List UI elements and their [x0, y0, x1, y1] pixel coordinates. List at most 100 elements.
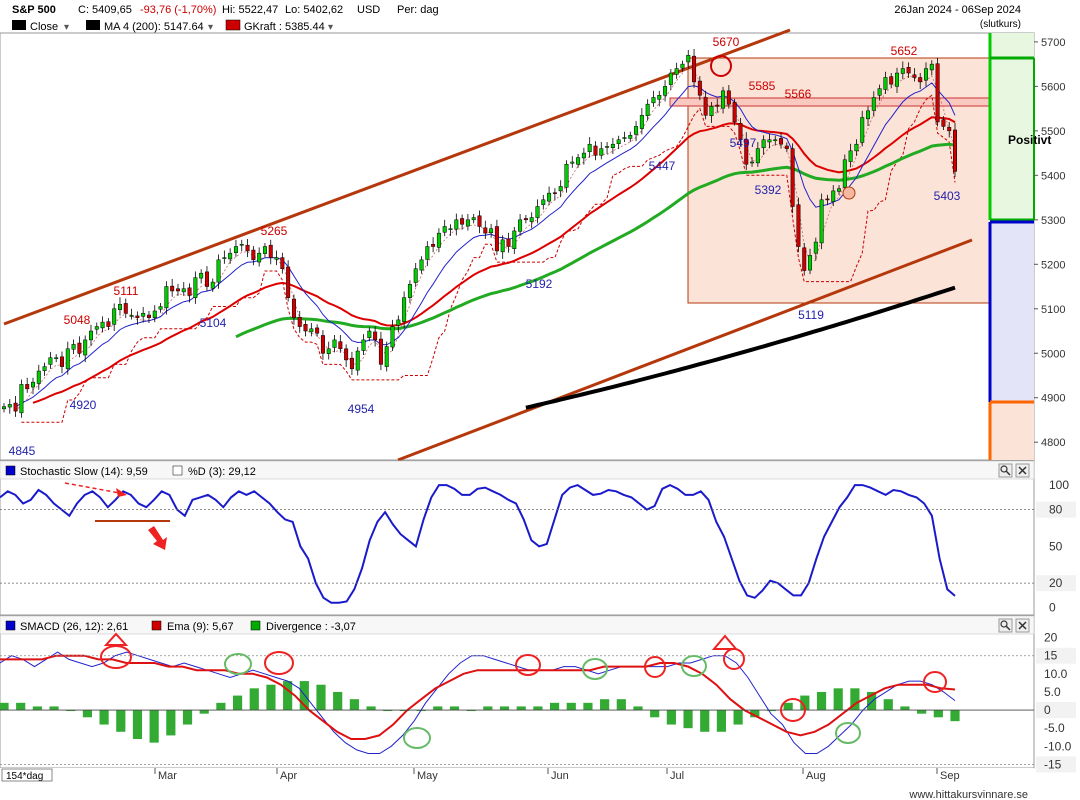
- candle-body: [790, 148, 795, 207]
- candle-body: [448, 228, 453, 230]
- candle-body: [547, 192, 552, 202]
- candle-body: [842, 159, 847, 188]
- candle-body: [320, 335, 325, 354]
- symbol-label: S&P 500: [12, 4, 56, 16]
- x-tick-label: Jul: [670, 770, 684, 782]
- date-range: 26Jan 2024 - 06Sep 2024: [894, 4, 1021, 16]
- x-tick-label: Mar: [158, 770, 177, 782]
- candle-body: [779, 138, 784, 145]
- candle-body: [947, 127, 952, 132]
- price-annotation: 4845: [9, 444, 36, 458]
- chevron-down-icon[interactable]: ▾: [64, 22, 69, 33]
- divergence-bar: [32, 706, 42, 711]
- close-icon[interactable]: [1015, 463, 1030, 478]
- period-box[interactable]: [1, 768, 53, 782]
- candle-body: [918, 77, 923, 83]
- divergence-bar: [216, 702, 226, 711]
- chevron-down-icon[interactable]: ▾: [208, 22, 213, 33]
- status-label: Positivt: [1008, 133, 1051, 147]
- candle-body: [31, 381, 35, 388]
- candle-body: [744, 139, 749, 165]
- divergence-bar: [616, 699, 626, 711]
- candle-body: [436, 232, 441, 248]
- divergence-bar: [633, 706, 643, 711]
- macd-tick-label: -15: [1044, 757, 1062, 771]
- divergence-bar: [917, 710, 927, 714]
- divergence-bar: [116, 710, 126, 732]
- candle-body: [7, 404, 12, 408]
- divergence-bar: [549, 702, 560, 711]
- candle-body: [570, 161, 575, 164]
- legend-ma200[interactable]: MA 4 (200): 5147.64: [104, 21, 204, 33]
- macd-level-box: [1036, 756, 1076, 773]
- price-annotation: 5497: [730, 136, 757, 150]
- candle-body: [796, 204, 801, 247]
- candle-body: [425, 246, 430, 260]
- divergence-bar: [433, 706, 443, 711]
- candle-body: [326, 348, 331, 354]
- candle-body: [924, 68, 928, 81]
- price-annotation: 5447: [649, 159, 676, 173]
- candle-body: [199, 272, 204, 279]
- candle-body: [222, 257, 227, 259]
- close-icon[interactable]: [1015, 618, 1030, 633]
- zoom-icon[interactable]: [998, 463, 1013, 478]
- candle-body: [349, 357, 354, 370]
- candle-body: [773, 139, 778, 141]
- candle-body: [628, 135, 633, 139]
- price-annotation: 5670: [713, 35, 740, 49]
- divergence-bar: [16, 702, 26, 711]
- divergence-bar: [666, 710, 676, 725]
- divergence-bar: [366, 706, 376, 711]
- stoch-tick-label: 100: [1049, 478, 1069, 492]
- candle-body: [291, 298, 296, 318]
- candle-body: [233, 246, 238, 253]
- candle-body: [419, 259, 424, 271]
- candle-body: [65, 348, 70, 370]
- macd-tick-label: 15: [1044, 649, 1058, 663]
- legend-close[interactable]: Close: [30, 21, 58, 33]
- chevron-down-icon[interactable]: ▾: [328, 22, 333, 33]
- macd-tick-label: 10.0: [1044, 667, 1068, 681]
- macd-signal-markers: [100, 645, 947, 749]
- price-annotation: 5111: [114, 284, 139, 298]
- stoch-tick-label: 0: [1049, 601, 1056, 615]
- candle-body: [651, 97, 656, 104]
- price-annotation: 5392: [755, 183, 782, 197]
- channel-lower-line: [397, 238, 973, 462]
- divergence-arrowhead: [116, 488, 127, 497]
- candle-body: [616, 139, 621, 145]
- candle-body: [784, 145, 789, 149]
- divergence-bar: [466, 710, 476, 712]
- zoom-icon[interactable]: [998, 618, 1013, 633]
- candle-body: [912, 74, 917, 78]
- legend-gkraft[interactable]: GKraft : 5385.44: [244, 21, 325, 33]
- candle-body: [454, 219, 459, 230]
- candle-body: [587, 143, 592, 153]
- ma-red-line: [32, 116, 956, 404]
- candle-body: [274, 257, 279, 260]
- y-tick-label: 4900: [1041, 393, 1065, 405]
- price-annotation: 5192: [526, 277, 553, 291]
- candle-body: [541, 199, 546, 205]
- divergence-bar: [733, 710, 743, 725]
- candle-body: [715, 104, 720, 107]
- divergence-bar: [182, 710, 193, 725]
- candle-body: [152, 310, 157, 318]
- time-axis: [0, 768, 1034, 782]
- candle-body: [639, 115, 644, 129]
- candle-body: [407, 284, 412, 298]
- macd-tick-label: -5.0: [1044, 721, 1065, 735]
- candle-body: [726, 90, 731, 105]
- divergence-bar: [866, 691, 877, 711]
- candle-body: [929, 63, 934, 71]
- divergence-bar: [766, 710, 777, 712]
- period-box-label[interactable]: 154*dag: [6, 771, 43, 782]
- candle-body: [280, 257, 285, 269]
- candle-body: [94, 326, 99, 330]
- candle-body: [228, 252, 233, 260]
- divergence-bar: [49, 706, 59, 711]
- candle-body: [164, 286, 169, 309]
- legend-d: %D (3): 29,12: [188, 466, 256, 478]
